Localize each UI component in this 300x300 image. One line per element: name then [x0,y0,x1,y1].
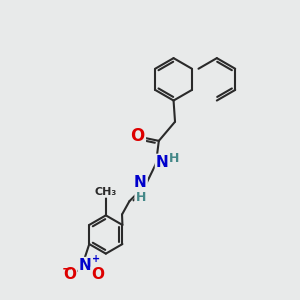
Text: N: N [79,258,92,273]
Text: −: − [61,262,72,276]
Text: H: H [169,152,179,165]
Text: N: N [134,175,147,190]
Text: O: O [130,128,145,146]
Text: H: H [135,191,146,204]
Text: O: O [63,268,76,283]
Text: +: + [92,254,100,264]
Text: O: O [92,268,105,283]
Text: N: N [156,155,169,170]
Text: CH₃: CH₃ [95,187,117,197]
